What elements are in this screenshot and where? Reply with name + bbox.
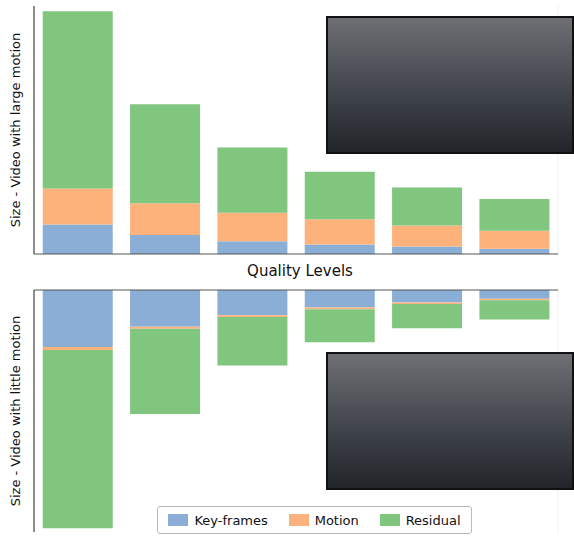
- svg-text:Size - Video with little motio: Size - Video with little motion: [8, 316, 23, 507]
- html-text:Motion: Motion: [314, 512, 359, 528]
- svg-text:Size - Video with large motion: Size - Video with large motion: [8, 33, 23, 228]
- html-text:Quality Levels: Quality Levels: [247, 262, 353, 280]
- html-text:Residual: Residual: [405, 512, 461, 528]
- html-text:Key-frames: Key-frames: [194, 512, 268, 528]
